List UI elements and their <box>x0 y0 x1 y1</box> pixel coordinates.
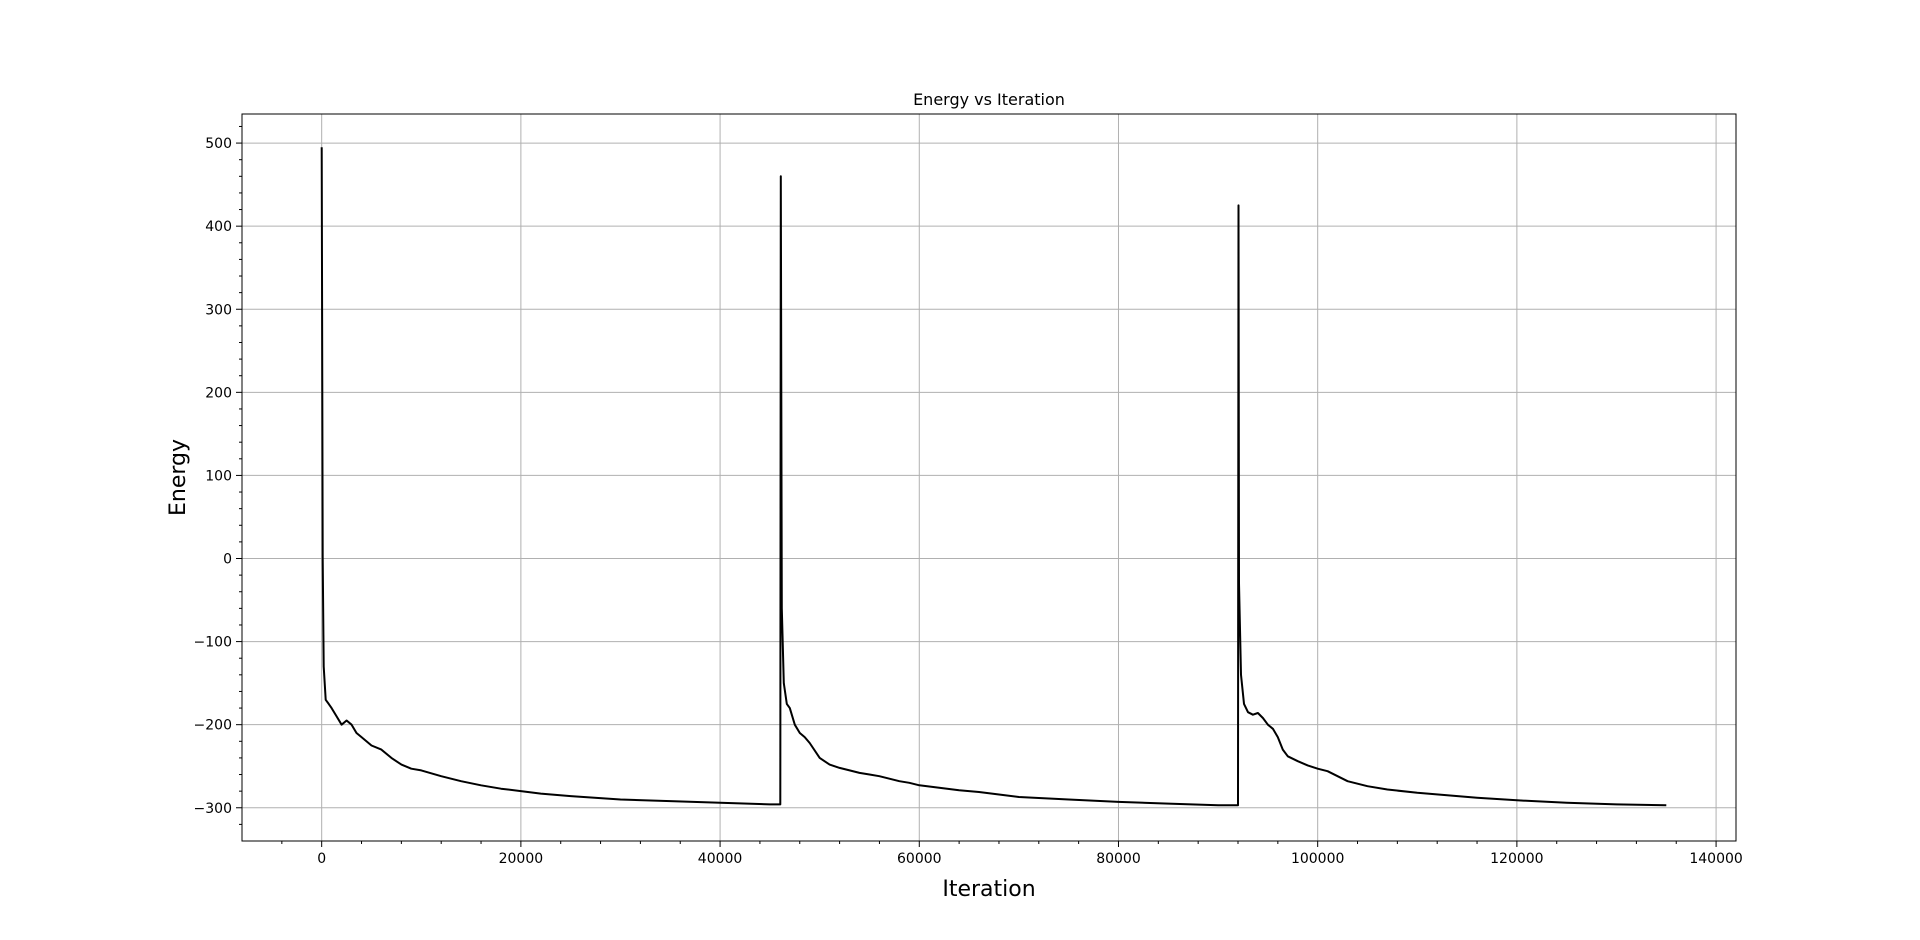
minor-ticks <box>239 125 1677 844</box>
grid-layer <box>242 114 1736 841</box>
y-tick-label: 300 <box>205 302 232 318</box>
x-axis-label: Iteration <box>942 877 1035 902</box>
energy-series-line <box>320 147 1667 807</box>
y-tick-label: 500 <box>205 136 232 152</box>
y-tick-label: −300 <box>194 801 232 817</box>
x-tick-label: 80000 <box>1096 851 1141 867</box>
y-tick-label: 0 <box>223 552 232 568</box>
x-tick-label: 0 <box>317 851 326 867</box>
chart-title: Energy vs Iteration <box>913 90 1065 109</box>
x-tick-label: 140000 <box>1689 851 1742 867</box>
plot-frame <box>241 113 1737 842</box>
x-tick-label: 60000 <box>897 851 942 867</box>
y-tick-label: 100 <box>205 468 232 484</box>
y-tick-label: −100 <box>194 635 232 651</box>
x-tick-label: 20000 <box>499 851 544 867</box>
major-ticks: 0 20000 40000 60000 80000 100000 120000 140000 −… <box>194 136 1743 867</box>
y-tick-label: 200 <box>205 385 232 401</box>
x-tick-label: 120000 <box>1490 851 1543 867</box>
y-tick-label: 400 <box>205 219 232 235</box>
line-layer <box>320 147 1667 807</box>
x-tick-label: 100000 <box>1291 851 1344 867</box>
x-tick-label: 40000 <box>698 851 743 867</box>
y-tick-label: −200 <box>194 718 232 734</box>
y-axis-label: Energy <box>166 439 191 516</box>
